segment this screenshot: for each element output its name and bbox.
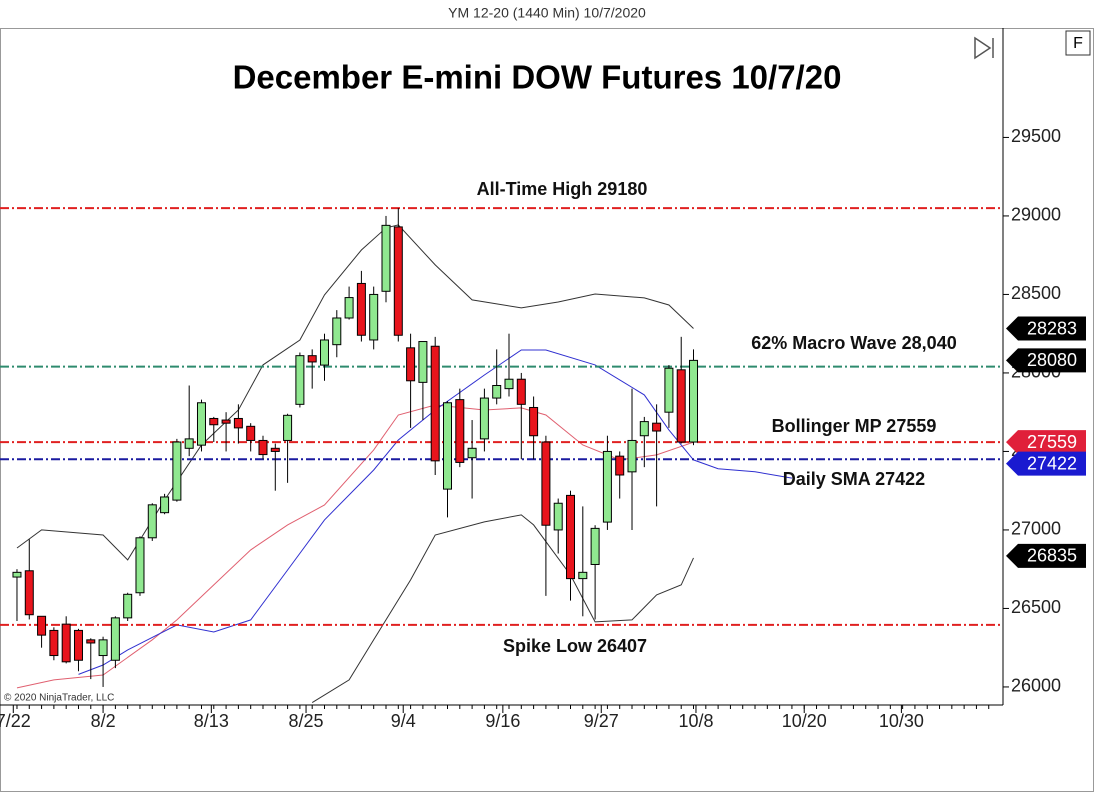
price-marker-label: 27559 xyxy=(1027,432,1077,452)
x-tick-label: 9/4 xyxy=(391,711,416,731)
indicator-line xyxy=(16,404,694,689)
candle-body xyxy=(676,369,686,443)
x-tick-label: 10/8 xyxy=(678,711,713,731)
x-tick-label: 8/25 xyxy=(289,711,324,731)
price-marker xyxy=(1006,316,1086,341)
candle-body xyxy=(430,345,440,462)
candle-body xyxy=(246,425,256,441)
candle-body xyxy=(270,447,280,452)
candle-body xyxy=(393,226,403,336)
x-tick-label: 9/16 xyxy=(485,711,520,731)
candle-body xyxy=(615,455,625,476)
candle-body xyxy=(356,282,366,336)
candle-body xyxy=(369,293,379,341)
candle-body xyxy=(566,494,576,580)
price-marker-label: 27422 xyxy=(1027,453,1077,473)
y-tick-label: 28500 xyxy=(1011,283,1061,303)
y-tick-label: 26500 xyxy=(1011,597,1061,617)
candle-body xyxy=(319,339,329,366)
candle-body xyxy=(295,355,305,405)
candle-body xyxy=(553,502,563,531)
y-tick-label: 29500 xyxy=(1011,126,1061,146)
price-marker-label: 26835 xyxy=(1027,546,1077,566)
level-annotation: All-Time High 29180 xyxy=(477,179,648,199)
candle-body xyxy=(123,593,133,619)
play-icon[interactable] xyxy=(974,36,994,60)
chart-title: December E-mini DOW Futures 10/7/20 xyxy=(233,59,842,96)
candle-body xyxy=(578,571,588,580)
candle-body xyxy=(455,399,465,463)
candle-body xyxy=(689,359,699,443)
price-marker-label: 28283 xyxy=(1027,318,1077,338)
candle-body xyxy=(147,504,157,539)
candle-body xyxy=(12,571,22,578)
x-tick-label: 7/22 xyxy=(0,711,31,731)
candle-body xyxy=(86,639,96,644)
y-tick-label: 27000 xyxy=(1011,519,1061,539)
candle-body xyxy=(184,438,194,449)
price-marker xyxy=(1006,543,1086,568)
price-marker-label: 28080 xyxy=(1027,350,1077,370)
candle-body xyxy=(344,297,354,319)
price-marker xyxy=(1006,451,1086,476)
candle-body xyxy=(442,402,452,490)
candle-body xyxy=(49,629,59,657)
candle-body xyxy=(467,447,477,459)
candle-body xyxy=(61,623,71,663)
candle-body xyxy=(233,417,243,429)
price-marker xyxy=(1006,430,1086,455)
candle-body xyxy=(639,421,649,437)
candle-body xyxy=(73,629,83,661)
candle-body xyxy=(196,402,206,446)
candle-body xyxy=(479,397,489,440)
candle-body xyxy=(37,615,47,636)
button-label[interactable]: F xyxy=(1073,35,1083,52)
y-tick-label: 26000 xyxy=(1011,676,1061,696)
x-tick-label: 10/30 xyxy=(879,711,924,731)
indicator-line xyxy=(311,514,694,704)
x-tick-label: 9/27 xyxy=(584,711,619,731)
candle-body xyxy=(110,617,120,661)
candle-body xyxy=(516,378,526,405)
candle-body xyxy=(627,439,637,473)
candle-body xyxy=(529,406,539,437)
candle-body xyxy=(209,417,219,426)
candle-body xyxy=(406,347,416,382)
candle-body xyxy=(332,317,342,346)
candle-body xyxy=(172,441,182,501)
level-annotation: Spike Low 26407 xyxy=(503,636,647,656)
candle-body xyxy=(24,570,34,616)
x-tick-label: 8/13 xyxy=(194,711,229,731)
candle-body xyxy=(307,355,317,363)
copyright: © 2020 NinjaTrader, LLC xyxy=(4,693,114,704)
candle-body xyxy=(381,224,391,292)
candle-body xyxy=(98,639,108,657)
candle-body xyxy=(283,414,293,441)
candle-body xyxy=(258,439,268,456)
x-tick-label: 10/20 xyxy=(782,711,827,731)
candle-body xyxy=(590,527,600,565)
candle-body xyxy=(602,450,612,523)
x-tick-label: 8/2 xyxy=(91,711,116,731)
candle-body xyxy=(541,441,551,526)
button-box[interactable] xyxy=(1065,30,1091,56)
candle-body xyxy=(221,419,231,424)
y-tick-label: 29000 xyxy=(1011,205,1061,225)
price-marker xyxy=(1006,348,1086,373)
plot-area xyxy=(0,207,1003,704)
candle-body xyxy=(418,341,428,383)
header: YM 12-20 (1440 Min) 10/7/2020 xyxy=(448,5,646,21)
candle-body xyxy=(664,367,674,413)
level-annotation: Bollinger MP 27559 xyxy=(772,416,937,436)
level-annotation: 62% Macro Wave 28,040 xyxy=(751,333,956,353)
candle-body xyxy=(492,384,502,399)
candle-body xyxy=(504,378,514,390)
level-annotation: Daily SMA 27422 xyxy=(783,469,925,489)
candle-body xyxy=(160,496,170,514)
candle-body xyxy=(652,422,662,432)
candle-body xyxy=(135,537,145,594)
